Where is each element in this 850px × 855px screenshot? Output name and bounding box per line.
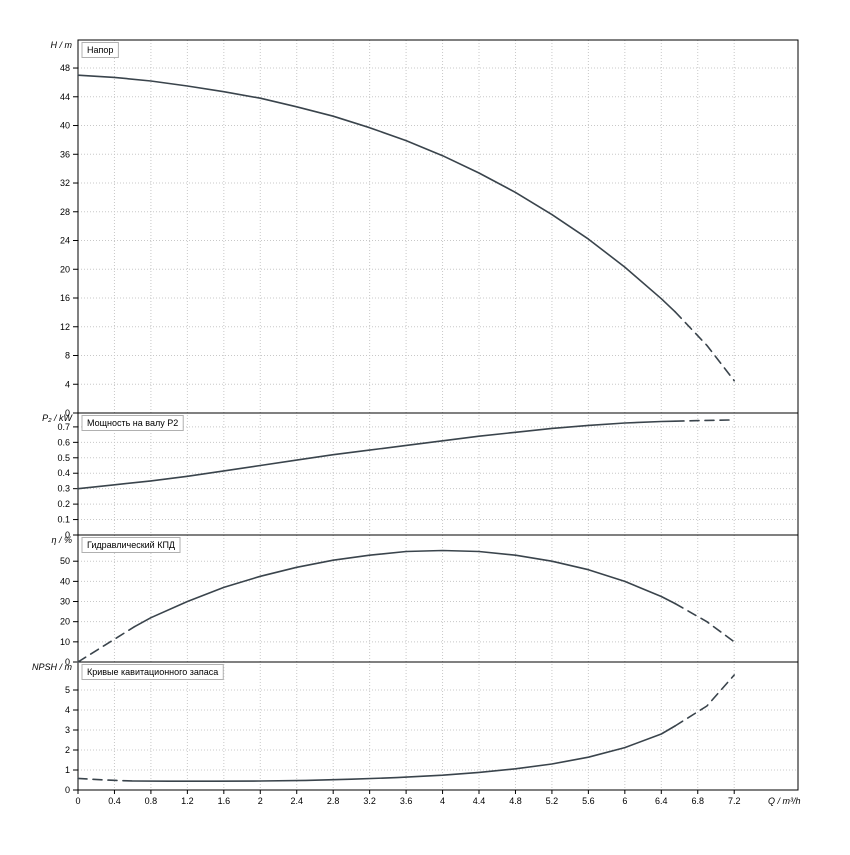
y-tick-label: 0 — [65, 657, 70, 667]
x-tick-label: 0 — [75, 796, 80, 806]
y-tick-label: 0.3 — [57, 484, 70, 494]
y-tick-label: 44 — [60, 92, 70, 102]
x-tick-label: 4.4 — [473, 796, 486, 806]
y-axis-label-shaft-power: P₂ / kW — [42, 413, 73, 423]
npsh-curve-solid — [131, 725, 676, 783]
y-tick-label: 8 — [65, 351, 70, 361]
y-tick-label: 0 — [65, 408, 70, 418]
x-tick-label: 4.8 — [509, 796, 522, 806]
shaft-power-curve-solid — [77, 420, 676, 490]
y-tick-label: 0.5 — [57, 453, 70, 463]
panel-title-head: Напор — [87, 45, 113, 55]
shaft-power-curve-dashed — [674, 419, 736, 423]
y-tick-label: 2 — [65, 745, 70, 755]
x-tick-label: 2 — [258, 796, 263, 806]
plot-border — [77, 39, 799, 791]
x-tick-label: 6.4 — [655, 796, 668, 806]
y-tick-label: 50 — [60, 556, 70, 566]
y-tick-label: 5 — [65, 685, 70, 695]
y-axis-label-npsh: NPSH / m — [32, 662, 73, 672]
y-tick-label: 0.4 — [57, 468, 70, 478]
y-tick-label: 30 — [60, 597, 70, 607]
y-tick-label: 20 — [60, 264, 70, 274]
x-tick-label: 1.6 — [218, 796, 231, 806]
y-tick-label: 3 — [65, 725, 70, 735]
x-tick-label: 0.4 — [108, 796, 121, 806]
axes-layer — [73, 39, 799, 794]
y-tick-label: 0.6 — [57, 437, 70, 447]
x-tick-label: 0.8 — [145, 796, 158, 806]
y-tick-label: 48 — [60, 63, 70, 73]
y-tick-label: 12 — [60, 322, 70, 332]
x-tick-label: 6 — [622, 796, 627, 806]
npsh-curve-dashed — [674, 674, 736, 727]
grid-layer — [78, 40, 798, 790]
curves-layer — [77, 74, 736, 783]
panel-title-box-hydraulic-efficiency — [81, 537, 181, 553]
x-tick-label: 4 — [440, 796, 445, 806]
hydraulic-efficiency-curve-dashed — [674, 602, 736, 643]
y-tick-label: 0.2 — [57, 499, 70, 509]
y-tick-label: 40 — [60, 121, 70, 131]
y-tick-label: 0 — [65, 785, 70, 795]
y-tick-label: 36 — [60, 149, 70, 159]
y-axis-label-head: H / m — [51, 40, 73, 50]
x-tick-label: 5.6 — [582, 796, 595, 806]
y-tick-label: 32 — [60, 178, 70, 188]
panel-title-hydraulic-efficiency: Гидравлический КПД — [87, 540, 175, 550]
x-tick-label: 3.6 — [400, 796, 413, 806]
x-axis-label: Q / m³/h — [768, 796, 801, 806]
panel-title-box-head — [81, 42, 119, 58]
y-tick-label: 16 — [60, 293, 70, 303]
x-tick-label: 7.2 — [728, 796, 741, 806]
panel-title-shaft-power: Мощность на валу P2 — [87, 418, 178, 428]
panel-title-npsh: Кривые кавитационного запаса — [87, 667, 218, 677]
npsh-curve-dashed — [77, 777, 134, 782]
hydraulic-efficiency-curve-solid — [133, 549, 676, 628]
y-tick-label: 28 — [60, 207, 70, 217]
y-tick-label: 10 — [60, 637, 70, 647]
y-tick-label: 24 — [60, 236, 70, 246]
y-tick-label: 4 — [65, 705, 70, 715]
x-tick-label: 5.2 — [546, 796, 559, 806]
panel-title-box-shaft-power — [81, 415, 184, 431]
labels-layer: 0 0.4 0.8 1.2 1.6 2 2.4 2.8 3.2 3.6 4 4.4 4.8 5.2 5.6 6… — [32, 40, 801, 806]
y-tick-label: 0 — [65, 530, 70, 540]
y-tick-label: 20 — [60, 617, 70, 627]
y-tick-label: 0.7 — [57, 422, 70, 432]
y-tick-label: 40 — [60, 576, 70, 586]
y-tick-label: 0.1 — [57, 515, 70, 525]
y-tick-label: 4 — [65, 379, 70, 389]
x-tick-label: 2.4 — [290, 796, 303, 806]
x-tick-label: 6.8 — [691, 796, 704, 806]
hydraulic-efficiency-curve-dashed — [77, 625, 136, 663]
panel-title-box-npsh — [81, 664, 224, 680]
x-tick-label: 2.8 — [327, 796, 340, 806]
x-tick-label: 3.2 — [363, 796, 376, 806]
head-curve-solid — [77, 74, 676, 313]
y-axis-label-hydraulic-efficiency: η / % — [51, 535, 72, 545]
x-tick-label: 1.2 — [181, 796, 194, 806]
head-curve-dashed — [674, 310, 736, 382]
y-tick-label: 1 — [65, 765, 70, 775]
